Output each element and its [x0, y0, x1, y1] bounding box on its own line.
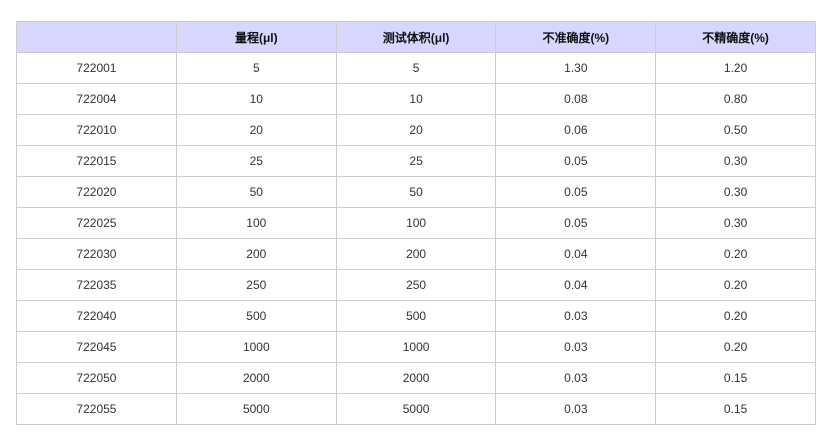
value-cell: 0.20: [655, 300, 816, 332]
value-cell: 2000: [175, 362, 337, 394]
table-row: 722045 1000 1000 0.03 0.20: [16, 331, 816, 363]
value-cell: 0.04: [495, 238, 657, 270]
table-row: 722035 250 250 0.04 0.20: [16, 269, 816, 301]
value-cell: 0.03: [495, 300, 657, 332]
table-row: 722010 20 20 0.06 0.50: [16, 114, 816, 146]
table-row: 722030 200 200 0.04 0.20: [16, 238, 816, 270]
value-cell: 100: [335, 207, 497, 239]
value-cell: 10: [335, 83, 497, 115]
value-cell: 0.06: [495, 114, 657, 146]
table-row: 722015 25 25 0.05 0.30: [16, 145, 816, 177]
value-cell: 500: [335, 300, 497, 332]
value-cell: 0.03: [495, 331, 657, 363]
column-header: 测试体积(μl): [335, 21, 497, 53]
value-cell: 0.20: [655, 331, 816, 363]
value-cell: 0.80: [655, 83, 816, 115]
value-cell: 0.15: [655, 393, 816, 425]
model-cell: 722015: [16, 145, 177, 177]
model-cell: 722030: [16, 238, 177, 270]
value-cell: 50: [335, 176, 497, 208]
table-row: 722050 2000 2000 0.03 0.15: [16, 362, 816, 394]
value-cell: 0.05: [495, 145, 657, 177]
model-cell: 722020: [16, 176, 177, 208]
value-cell: 0.04: [495, 269, 657, 301]
value-cell: 5000: [335, 393, 497, 425]
value-cell: 0.03: [495, 393, 657, 425]
value-cell: 1.30: [495, 52, 657, 84]
value-cell: 50: [175, 176, 337, 208]
model-cell: 722035: [16, 269, 177, 301]
value-cell: 5: [175, 52, 337, 84]
value-cell: 250: [175, 269, 337, 301]
value-cell: 25: [335, 145, 497, 177]
value-cell: 10: [175, 83, 337, 115]
value-cell: 0.05: [495, 207, 657, 239]
table-row: 722020 50 50 0.05 0.30: [16, 176, 816, 208]
model-cell: 722001: [16, 52, 177, 84]
value-cell: 0.05: [495, 176, 657, 208]
value-cell: 2000: [335, 362, 497, 394]
value-cell: 0.30: [655, 176, 816, 208]
model-cell: 722050: [16, 362, 177, 394]
pipette-spec-table: 量程(μl) 测试体积(μl) 不准确度(%) 不精确度(%) 722001 5 5 1.3…: [16, 21, 816, 425]
table-row: 722004 10 10 0.08 0.80: [16, 83, 816, 115]
value-cell: 20: [175, 114, 337, 146]
model-cell: 722025: [16, 207, 177, 239]
value-cell: 200: [175, 238, 337, 270]
table-row: 722025 100 100 0.05 0.30: [16, 207, 816, 239]
value-cell: 0.08: [495, 83, 657, 115]
table-row: 722040 500 500 0.03 0.20: [16, 300, 816, 332]
model-cell: 722010: [16, 114, 177, 146]
column-header: [16, 21, 177, 53]
column-header: 不精确度(%): [655, 21, 816, 53]
model-cell: 722040: [16, 300, 177, 332]
value-cell: 0.03: [495, 362, 657, 394]
value-cell: 0.20: [655, 269, 816, 301]
value-cell: 1.20: [655, 52, 816, 84]
value-cell: 500: [175, 300, 337, 332]
value-cell: 0.20: [655, 238, 816, 270]
value-cell: 1000: [335, 331, 497, 363]
value-cell: 0.30: [655, 207, 816, 239]
column-header: 量程(μl): [175, 21, 337, 53]
value-cell: 5000: [175, 393, 337, 425]
value-cell: 250: [335, 269, 497, 301]
table-row: 722001 5 5 1.30 1.20: [16, 52, 816, 84]
value-cell: 200: [335, 238, 497, 270]
header-row: 量程(μl) 测试体积(μl) 不准确度(%) 不精确度(%): [16, 21, 816, 53]
model-cell: 722055: [16, 393, 177, 425]
table-row: 722055 5000 5000 0.03 0.15: [16, 393, 816, 425]
value-cell: 100: [175, 207, 337, 239]
model-cell: 722045: [16, 331, 177, 363]
value-cell: 0.30: [655, 145, 816, 177]
value-cell: 1000: [175, 331, 337, 363]
model-cell: 722004: [16, 83, 177, 115]
value-cell: 5: [335, 52, 497, 84]
value-cell: 20: [335, 114, 497, 146]
value-cell: 25: [175, 145, 337, 177]
column-header: 不准确度(%): [495, 21, 657, 53]
value-cell: 0.50: [655, 114, 816, 146]
value-cell: 0.15: [655, 362, 816, 394]
